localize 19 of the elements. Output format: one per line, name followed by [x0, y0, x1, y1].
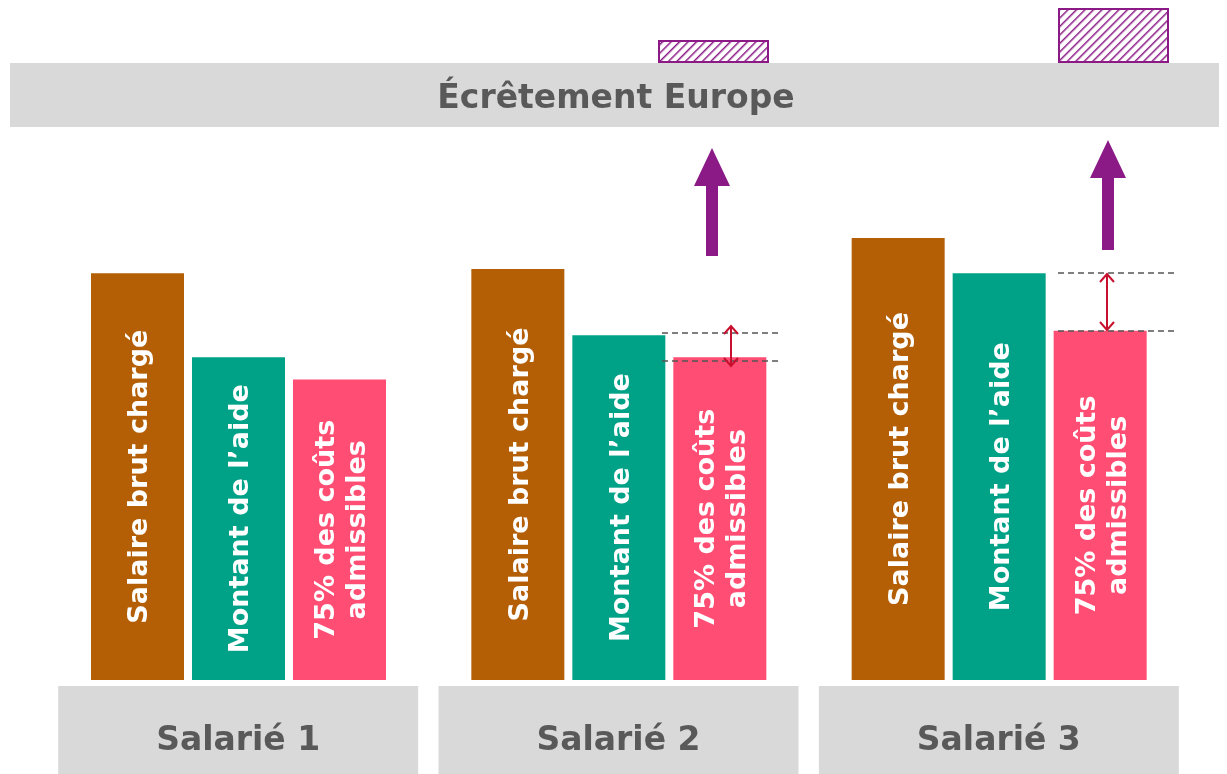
bar: [91, 273, 184, 680]
series-label: Montant de l’aide: [223, 384, 254, 654]
text: Écrêtement Europe: [437, 75, 795, 116]
bar: [572, 335, 666, 680]
x-tick-label: Salarié 1: [156, 718, 321, 758]
bar: [192, 357, 285, 680]
series-label: 75% des coûts admissibles: [308, 419, 371, 640]
series-label: Salaire brut chargé: [122, 329, 153, 624]
bar: [851, 238, 945, 680]
bar: [952, 273, 1046, 680]
text: Salaire brut chargé: [882, 312, 914, 606]
x-tick-label: Salarié 2: [536, 718, 701, 758]
text: 75% des coûts admissibles: [1069, 395, 1132, 616]
text: 75% des coûts admissibles: [688, 408, 751, 629]
text: Montant de l’aide: [983, 342, 1015, 612]
text: Montant de l’aide: [603, 373, 635, 643]
text: Salaire brut chargé: [502, 327, 534, 622]
x-tick-label: Salarié 3: [916, 718, 1081, 758]
bar: [471, 268, 565, 680]
